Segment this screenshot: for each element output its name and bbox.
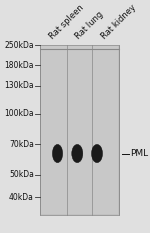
- Text: Rat lung: Rat lung: [73, 10, 105, 41]
- Text: Rat spleen: Rat spleen: [47, 3, 85, 41]
- Bar: [41, 46, 118, 214]
- Text: 50kDa: 50kDa: [9, 170, 34, 179]
- Text: 250kDa: 250kDa: [4, 41, 34, 50]
- Text: 70kDa: 70kDa: [9, 140, 34, 149]
- Text: 40kDa: 40kDa: [9, 193, 34, 202]
- Text: 180kDa: 180kDa: [4, 61, 34, 70]
- Ellipse shape: [52, 144, 63, 163]
- Bar: [40, 45, 119, 215]
- Text: 100kDa: 100kDa: [4, 110, 34, 119]
- Ellipse shape: [72, 144, 83, 163]
- Text: Rat kidney: Rat kidney: [99, 3, 138, 41]
- Text: PML: PML: [131, 149, 149, 158]
- Text: 130kDa: 130kDa: [4, 81, 34, 90]
- Ellipse shape: [92, 144, 103, 163]
